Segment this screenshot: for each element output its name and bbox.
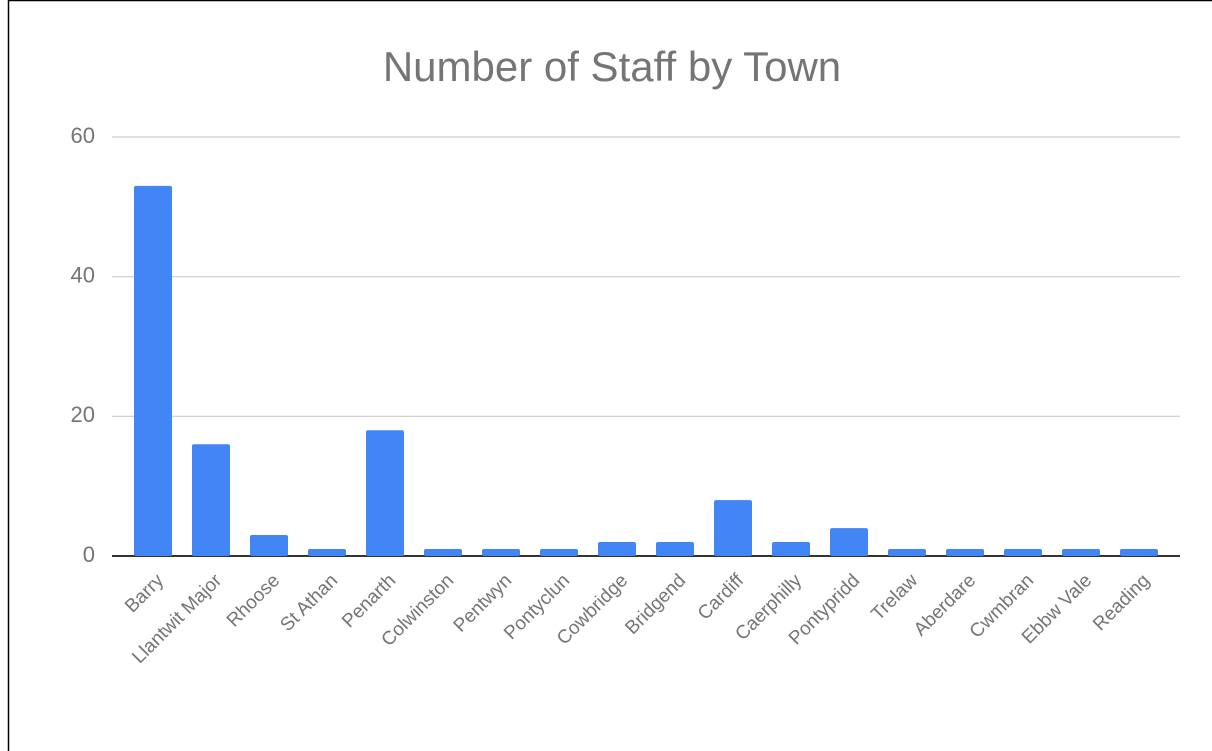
x-tick-label: Cardiff: [694, 570, 749, 625]
bar: [250, 535, 288, 556]
chart-title: Number of Staff by Town: [383, 43, 841, 90]
bar: [540, 549, 578, 556]
y-tick-label: 40: [71, 262, 95, 287]
bar: [714, 500, 752, 556]
x-tick-label: Trelaw: [867, 570, 922, 625]
x-tick-label: Rhoose: [223, 570, 284, 631]
bar: [366, 430, 404, 556]
y-tick-label: 20: [71, 402, 95, 427]
bar: [1120, 549, 1158, 556]
bar: [424, 549, 462, 556]
bar: [946, 549, 984, 556]
bar: [772, 542, 810, 556]
bar: [888, 549, 926, 556]
y-tick-label: 60: [71, 123, 95, 148]
frame: [7, 0, 1212, 751]
bar: [134, 185, 172, 556]
bar: [192, 444, 230, 556]
bar: [656, 542, 694, 556]
x-tick-label: Barry: [121, 570, 168, 617]
bar: [1004, 549, 1042, 556]
bar: [482, 549, 520, 556]
x-tick-label: St Athan: [276, 570, 342, 636]
bar: [308, 549, 346, 556]
bar: [1062, 549, 1100, 556]
x-tick-label: Bridgend: [621, 570, 690, 639]
bar: [598, 542, 636, 556]
x-tick-label: Reading: [1089, 570, 1154, 635]
bar: [830, 528, 868, 556]
y-tick-label: 0: [83, 542, 95, 567]
